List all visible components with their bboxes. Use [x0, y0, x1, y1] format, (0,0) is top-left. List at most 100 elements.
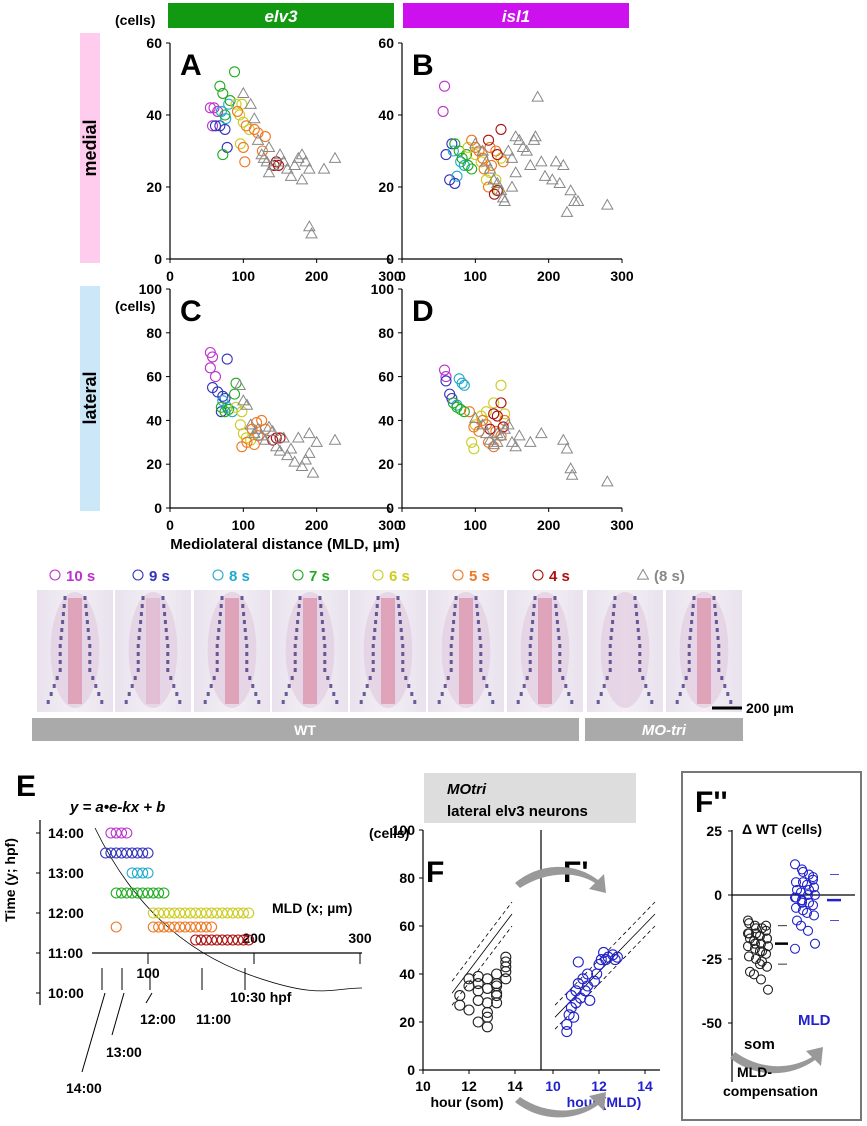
- data-point-circle: [472, 994, 484, 1006]
- lateral-row-label: lateral: [80, 371, 100, 424]
- neuron-stain-column: [46, 596, 67, 704]
- data-point-circle: [184, 921, 196, 933]
- data-point-triangle: [236, 86, 250, 99]
- data-point-circle: [126, 867, 138, 879]
- data-point-circle: [137, 867, 149, 879]
- data-point-triangle: [247, 112, 261, 124]
- motri-title-line2: lateral elv3 neurons: [447, 803, 588, 820]
- x-tick-label: 300: [378, 517, 402, 533]
- x-tick-label: 200: [537, 517, 561, 533]
- data-point-triangle: [273, 444, 287, 456]
- data-point-circle: [466, 163, 478, 175]
- legend-label: 5 s: [469, 568, 490, 585]
- embryo-midline-stain: [146, 598, 160, 704]
- data-point-circle: [239, 156, 251, 168]
- embryo-midline-stain: [538, 598, 552, 704]
- x-axis-title: hour (som): [430, 1094, 503, 1110]
- data-point-triangle: [262, 140, 276, 153]
- data-point-circle: [462, 159, 474, 171]
- data-point-circle: [250, 417, 263, 429]
- data-point-circle: [595, 954, 607, 966]
- data-point-circle: [206, 907, 218, 919]
- data-point-circle: [463, 1004, 475, 1016]
- data-point-triangle: [567, 194, 581, 207]
- data-point-circle: [754, 959, 766, 970]
- data-point-triangle: [260, 155, 274, 167]
- data-point-circle: [248, 123, 260, 135]
- data-point-circle: [482, 134, 495, 146]
- data-point-circle: [237, 141, 249, 153]
- data-point-circle: [115, 847, 128, 859]
- data-point-triangle: [512, 133, 526, 145]
- panel-f2-chart: F'' Δ WT (cells) 25 0 -25 -50 som MLD MLD-compen…: [695, 786, 855, 1099]
- neuron-stain-column: [596, 596, 617, 704]
- data-point-circle: [153, 907, 165, 919]
- legend-circle: [212, 569, 224, 581]
- embryo-midline-stain: [303, 598, 317, 704]
- data-point-triangle: [284, 169, 298, 181]
- neuron-stain-column: [83, 596, 104, 704]
- data-point-circle: [500, 951, 512, 963]
- data-point-triangle: [266, 424, 280, 436]
- data-point-circle: [153, 921, 165, 933]
- mo-tri-bar: [585, 718, 743, 741]
- panel-letter: A: [180, 49, 202, 82]
- data-point-circle: [131, 867, 143, 879]
- data-point-circle: [212, 105, 224, 117]
- data-point-circle: [561, 1026, 573, 1038]
- neuron-stain-column: [124, 596, 145, 704]
- embryo-midline-stain: [697, 598, 711, 704]
- data-point-circle: [500, 966, 512, 978]
- data-point-circle: [796, 895, 808, 906]
- data-point-circle: [158, 887, 170, 899]
- y-tick-label: 0: [407, 1062, 415, 1078]
- panel-letter: B: [412, 49, 434, 82]
- data-point-circle: [749, 938, 761, 949]
- data-point-circle: [110, 827, 122, 839]
- data-point-circle: [754, 946, 766, 957]
- data-point-triangle: [305, 227, 318, 239]
- neuron-stain-column: [553, 596, 574, 704]
- data-point-triangle: [233, 378, 247, 390]
- y-tick-label: 40: [146, 107, 162, 123]
- data-point-triangle: [531, 90, 545, 102]
- data-point-circle: [121, 887, 133, 899]
- y-tick-label: 80: [399, 870, 415, 886]
- x-tick-label: 12: [591, 1078, 607, 1094]
- data-point-circle: [762, 984, 774, 995]
- y-axis-title: Time (y; hpf): [2, 838, 18, 922]
- data-point-triangle: [527, 133, 541, 145]
- data-point-circle: [252, 127, 264, 139]
- data-point-circle: [790, 892, 802, 903]
- data-point-circle: [796, 897, 808, 908]
- data-point-circle: [469, 149, 481, 161]
- y-tick-label: 40: [378, 412, 394, 428]
- data-point-triangle: [240, 398, 254, 410]
- y-tick-label: 60: [399, 918, 415, 934]
- data-point-triangle: [299, 155, 313, 167]
- data-point-circle: [147, 921, 159, 933]
- data-point-circle: [228, 388, 241, 400]
- embryo-photo-strip: [37, 590, 742, 712]
- neuron-stain-column: [437, 596, 458, 704]
- data-point-circle: [802, 889, 814, 901]
- data-point-circle: [481, 973, 493, 985]
- data-point-circle: [248, 438, 260, 451]
- data-point-circle: [142, 867, 154, 879]
- y-tick-label: 60: [378, 35, 394, 51]
- data-point-circle: [491, 185, 503, 197]
- data-point-circle: [484, 141, 496, 153]
- data-point-circle: [754, 930, 766, 942]
- data-point-circle: [237, 934, 249, 946]
- data-point-triangle: [476, 418, 490, 430]
- data-point-circle: [259, 131, 271, 143]
- data-point-circle: [236, 406, 248, 418]
- data-point-circle: [755, 938, 767, 949]
- data-point-circle: [217, 390, 229, 402]
- data-point-triangle: [251, 133, 265, 145]
- data-point-circle: [190, 907, 202, 919]
- data-point-circle: [216, 907, 228, 919]
- data-point-triangle: [258, 433, 272, 445]
- confidence-line: [451, 901, 513, 982]
